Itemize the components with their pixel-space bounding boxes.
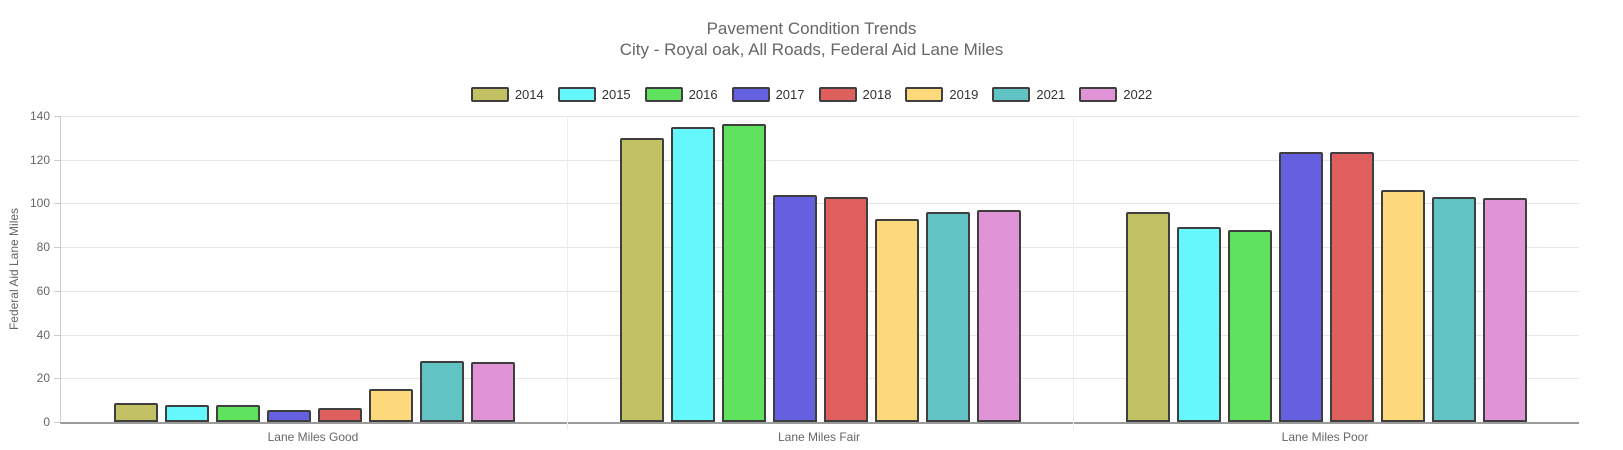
x-axis-label-lane-miles-good: Lane Miles Good	[267, 430, 359, 444]
legend-swatch-2014	[470, 87, 509, 102]
legend-label-2021: 2021	[1036, 87, 1066, 102]
legend-label-2015: 2015	[601, 87, 631, 102]
legend-label-2017: 2017	[775, 87, 805, 102]
bar-2017-lane-miles-good[interactable]	[266, 410, 311, 422]
legend-item-2019[interactable]: 2019	[905, 87, 978, 102]
gridline-120	[61, 159, 1579, 161]
bar-2019-lane-miles-poor[interactable]	[1380, 190, 1425, 422]
bar-2016-lane-miles-fair[interactable]	[721, 124, 766, 422]
legend: 2014 2015 2016 2017 2018 2019 2021 2022	[0, 87, 1623, 102]
bar-2021-lane-miles-good[interactable]	[419, 361, 464, 422]
y-axis-tickmark-20	[54, 378, 60, 380]
bar-2016-lane-miles-good[interactable]	[215, 405, 260, 422]
legend-item-2017[interactable]: 2017	[731, 87, 805, 102]
legend-label-2022: 2022	[1123, 87, 1153, 102]
y-axis-tickmark-140	[54, 116, 60, 117]
legend-item-2018[interactable]: 2018	[818, 87, 892, 102]
y-axis-tickmark-120	[54, 159, 60, 161]
bar-2022-lane-miles-fair[interactable]	[976, 210, 1021, 422]
legend-label-2018: 2018	[862, 87, 892, 102]
y-axis-tick-140: 140	[29, 109, 50, 123]
bar-2018-lane-miles-poor[interactable]	[1329, 152, 1374, 422]
legend-swatch-2015	[557, 87, 596, 102]
bar-2015-lane-miles-fair[interactable]	[670, 127, 715, 422]
bar-2021-lane-miles-poor[interactable]	[1431, 197, 1476, 422]
y-axis-tick-40: 40	[36, 327, 50, 342]
y-axis-tickmark-0	[54, 422, 60, 423]
bar-2022-lane-miles-poor[interactable]	[1482, 198, 1527, 422]
legend-swatch-2017	[731, 87, 770, 102]
x-axis-label-lane-miles-poor: Lane Miles Poor	[1281, 430, 1369, 444]
gridline-40	[61, 334, 1579, 336]
category-separator	[1073, 116, 1074, 430]
legend-item-2015[interactable]: 2015	[557, 87, 631, 102]
y-axis-tickmark-60	[54, 290, 60, 292]
bar-2015-lane-miles-poor[interactable]	[1176, 227, 1221, 422]
legend-item-2022[interactable]: 2022	[1079, 87, 1152, 102]
y-axis-tick-60: 60	[36, 283, 50, 298]
legend-label-2016: 2016	[688, 87, 718, 102]
legend-label-2014: 2014	[514, 87, 544, 102]
y-axis-tickmark-40	[54, 334, 60, 336]
category-separator	[567, 116, 568, 430]
y-axis-tick-80: 80	[36, 240, 50, 255]
bar-2018-lane-miles-good[interactable]	[317, 408, 362, 422]
y-axis-tickmark-100	[54, 203, 60, 205]
bar-group-lane-miles-good	[61, 116, 567, 422]
plot-area	[60, 116, 1579, 430]
legend-swatch-2021	[992, 87, 1031, 102]
y-axis-tick-120: 120	[29, 152, 50, 167]
legend-swatch-2016	[644, 87, 683, 102]
bar-group-lane-miles-fair	[567, 116, 1073, 422]
gridline-140	[61, 116, 1579, 117]
bar-2018-lane-miles-fair[interactable]	[823, 197, 868, 422]
legend-item-2021[interactable]: 2021	[992, 87, 1065, 102]
bar-group-lane-miles-poor	[1073, 116, 1579, 422]
gridline-80	[61, 247, 1579, 249]
bar-2022-lane-miles-good[interactable]	[470, 362, 515, 422]
gridline-20	[61, 378, 1579, 380]
gridline-100	[61, 203, 1579, 205]
bar-2014-lane-miles-good[interactable]	[113, 403, 158, 422]
legend-item-2016[interactable]: 2016	[644, 87, 718, 102]
y-axis-tick-100: 100	[29, 196, 50, 211]
bar-2019-lane-miles-good[interactable]	[368, 389, 413, 422]
bar-2016-lane-miles-poor[interactable]	[1227, 230, 1272, 422]
legend-swatch-2022	[1079, 87, 1118, 102]
bar-2015-lane-miles-good[interactable]	[164, 405, 209, 422]
legend-swatch-2019	[905, 87, 944, 102]
y-axis-tickmark-80	[54, 247, 60, 249]
legend-swatch-2018	[818, 87, 857, 102]
y-axis-tick-20: 20	[36, 371, 50, 386]
chart-subtitle: City - Royal oak, All Roads, Federal Aid…	[619, 40, 1004, 59]
gridline-60	[61, 290, 1579, 292]
legend-item-2014[interactable]: 2014	[470, 87, 544, 102]
bar-2014-lane-miles-fair[interactable]	[619, 138, 664, 422]
x-axis-label-lane-miles-fair: Lane Miles Fair	[777, 430, 861, 444]
legend-label-2019: 2019	[949, 87, 979, 102]
chart-title: Pavement Condition Trends	[706, 19, 917, 38]
bar-2017-lane-miles-poor[interactable]	[1278, 152, 1323, 422]
bar-2014-lane-miles-poor[interactable]	[1125, 212, 1170, 422]
bar-2019-lane-miles-fair[interactable]	[874, 219, 919, 422]
bar-2021-lane-miles-fair[interactable]	[925, 212, 970, 422]
bar-2017-lane-miles-fair[interactable]	[772, 195, 817, 422]
y-axis-title: Federal Aid Lane Miles	[7, 207, 21, 331]
y-axis-tick-0: 0	[43, 415, 50, 429]
